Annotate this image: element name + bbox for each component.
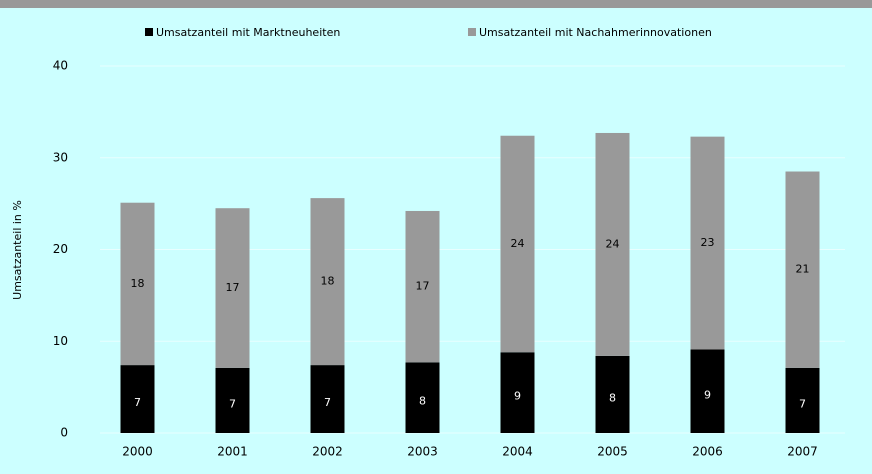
- data-label: 17: [226, 281, 240, 294]
- y-tick-label: 30: [53, 150, 68, 164]
- y-tick-label: 10: [53, 334, 68, 348]
- bar-segment: [785, 171, 820, 368]
- y-tick-label: 0: [60, 426, 68, 440]
- data-label: 24: [511, 237, 525, 250]
- data-label: 7: [134, 396, 141, 409]
- data-label: 7: [799, 397, 806, 410]
- x-tick-label: 2007: [787, 445, 818, 459]
- data-label: 9: [514, 390, 521, 403]
- bar-segment: [310, 198, 345, 366]
- bar-segment: [500, 352, 535, 433]
- data-label: 21: [796, 263, 810, 276]
- bar-segment: [215, 208, 250, 368]
- bar-segment: [595, 355, 630, 433]
- bar-segment: [120, 365, 155, 433]
- data-label: 9: [704, 388, 711, 401]
- x-tick-label: 2001: [217, 445, 248, 459]
- x-tick-label: 2003: [407, 445, 438, 459]
- bar-segment: [500, 135, 535, 353]
- bar-segment: [310, 365, 345, 433]
- data-label: 24: [606, 237, 620, 250]
- y-axis-label: Umsatzanteil in %: [11, 200, 24, 300]
- data-label: 7: [324, 396, 331, 409]
- legend-swatch: [468, 28, 476, 36]
- bar-segment: [120, 202, 155, 366]
- x-tick-label: 2002: [312, 445, 343, 459]
- x-tick-label: 2000: [122, 445, 153, 459]
- y-tick-label: 20: [53, 242, 68, 256]
- data-label: 7: [229, 397, 236, 410]
- bar-segment: [785, 367, 820, 433]
- top-strip: [0, 0, 872, 8]
- bar-segment: [405, 210, 440, 363]
- x-tick-label: 2006: [692, 445, 723, 459]
- data-label: 8: [609, 391, 616, 404]
- data-label: 18: [321, 275, 335, 288]
- legend-label: Umsatzanteil mit Marktneuheiten: [156, 26, 340, 39]
- bar-segment: [690, 349, 725, 433]
- y-tick-label: 40: [53, 59, 68, 73]
- data-label: 18: [131, 277, 145, 290]
- bar-segment: [690, 136, 725, 350]
- data-label: 17: [416, 280, 430, 293]
- x-tick-label: 2004: [502, 445, 533, 459]
- bar-segment: [215, 367, 250, 433]
- data-label: 23: [701, 236, 715, 249]
- x-tick-label: 2005: [597, 445, 628, 459]
- bar-segment: [595, 132, 630, 356]
- data-label: 8: [419, 395, 426, 408]
- legend-label: Umsatzanteil mit Nachahmerinnovationen: [479, 26, 712, 39]
- bar-segment: [405, 362, 440, 433]
- legend-swatch: [145, 28, 153, 36]
